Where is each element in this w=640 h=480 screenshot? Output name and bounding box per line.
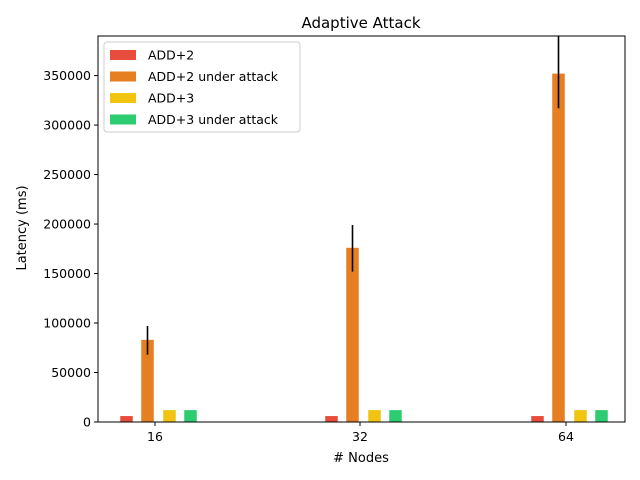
bar-add-2-64 [531, 416, 544, 422]
bar-add-3-64 [574, 410, 587, 422]
x-axis-label: # Nodes [333, 451, 389, 466]
bar-add-3-32 [368, 410, 381, 422]
axes-group: 0 50000 100000 150000 200000 250000 300000 3500… [43, 35, 626, 444]
bar-add-3-16 [163, 410, 176, 422]
y-tick-label: 300000 [43, 118, 91, 133]
bar-add-2-under-attack-64 [552, 73, 565, 422]
bar-add-2-under-attack-32 [346, 247, 359, 422]
legend-swatch [110, 114, 136, 125]
legend-swatch [110, 71, 136, 82]
y-tick-label: 250000 [43, 167, 91, 182]
legend: ADD+2 ADD+2 under attack ADD+3 ADD+3 under … [103, 41, 301, 133]
y-tick-label: 50000 [51, 365, 91, 380]
y-tick-label: 350000 [43, 68, 91, 83]
bar-add-2-under-attack-16 [141, 339, 154, 422]
chart-title: Adaptive Attack [301, 14, 420, 32]
plot-frame [97, 35, 626, 423]
bar-add-3-under-attack-16 [184, 410, 197, 422]
legend-label: ADD+3 [148, 91, 194, 106]
legend-swatch [110, 93, 136, 103]
bar-add-2-16 [120, 416, 133, 422]
legend-box [103, 41, 301, 133]
y-tick-label: 150000 [43, 266, 91, 281]
x-tick-label: 64 [558, 429, 574, 444]
bar-add-3-under-attack-64 [595, 410, 608, 422]
legend-swatch [110, 50, 136, 60]
bar-add-2-32 [325, 416, 338, 422]
x-tick-label: 16 [147, 429, 163, 444]
legend-label: ADD+2 [148, 48, 194, 63]
y-tick-label: 0 [83, 415, 91, 430]
bar-add-3-under-attack-32 [389, 410, 402, 422]
legend-label: ADD+2 under attack [148, 69, 279, 84]
y-axis-label: Latency (ms) [15, 185, 30, 270]
x-tick-label: 32 [352, 429, 368, 444]
plot-marks [120, 36, 608, 422]
legend-label: ADD+3 under attack [148, 112, 279, 127]
y-tick-label: 100000 [43, 316, 91, 331]
y-tick-label: 200000 [43, 217, 91, 232]
